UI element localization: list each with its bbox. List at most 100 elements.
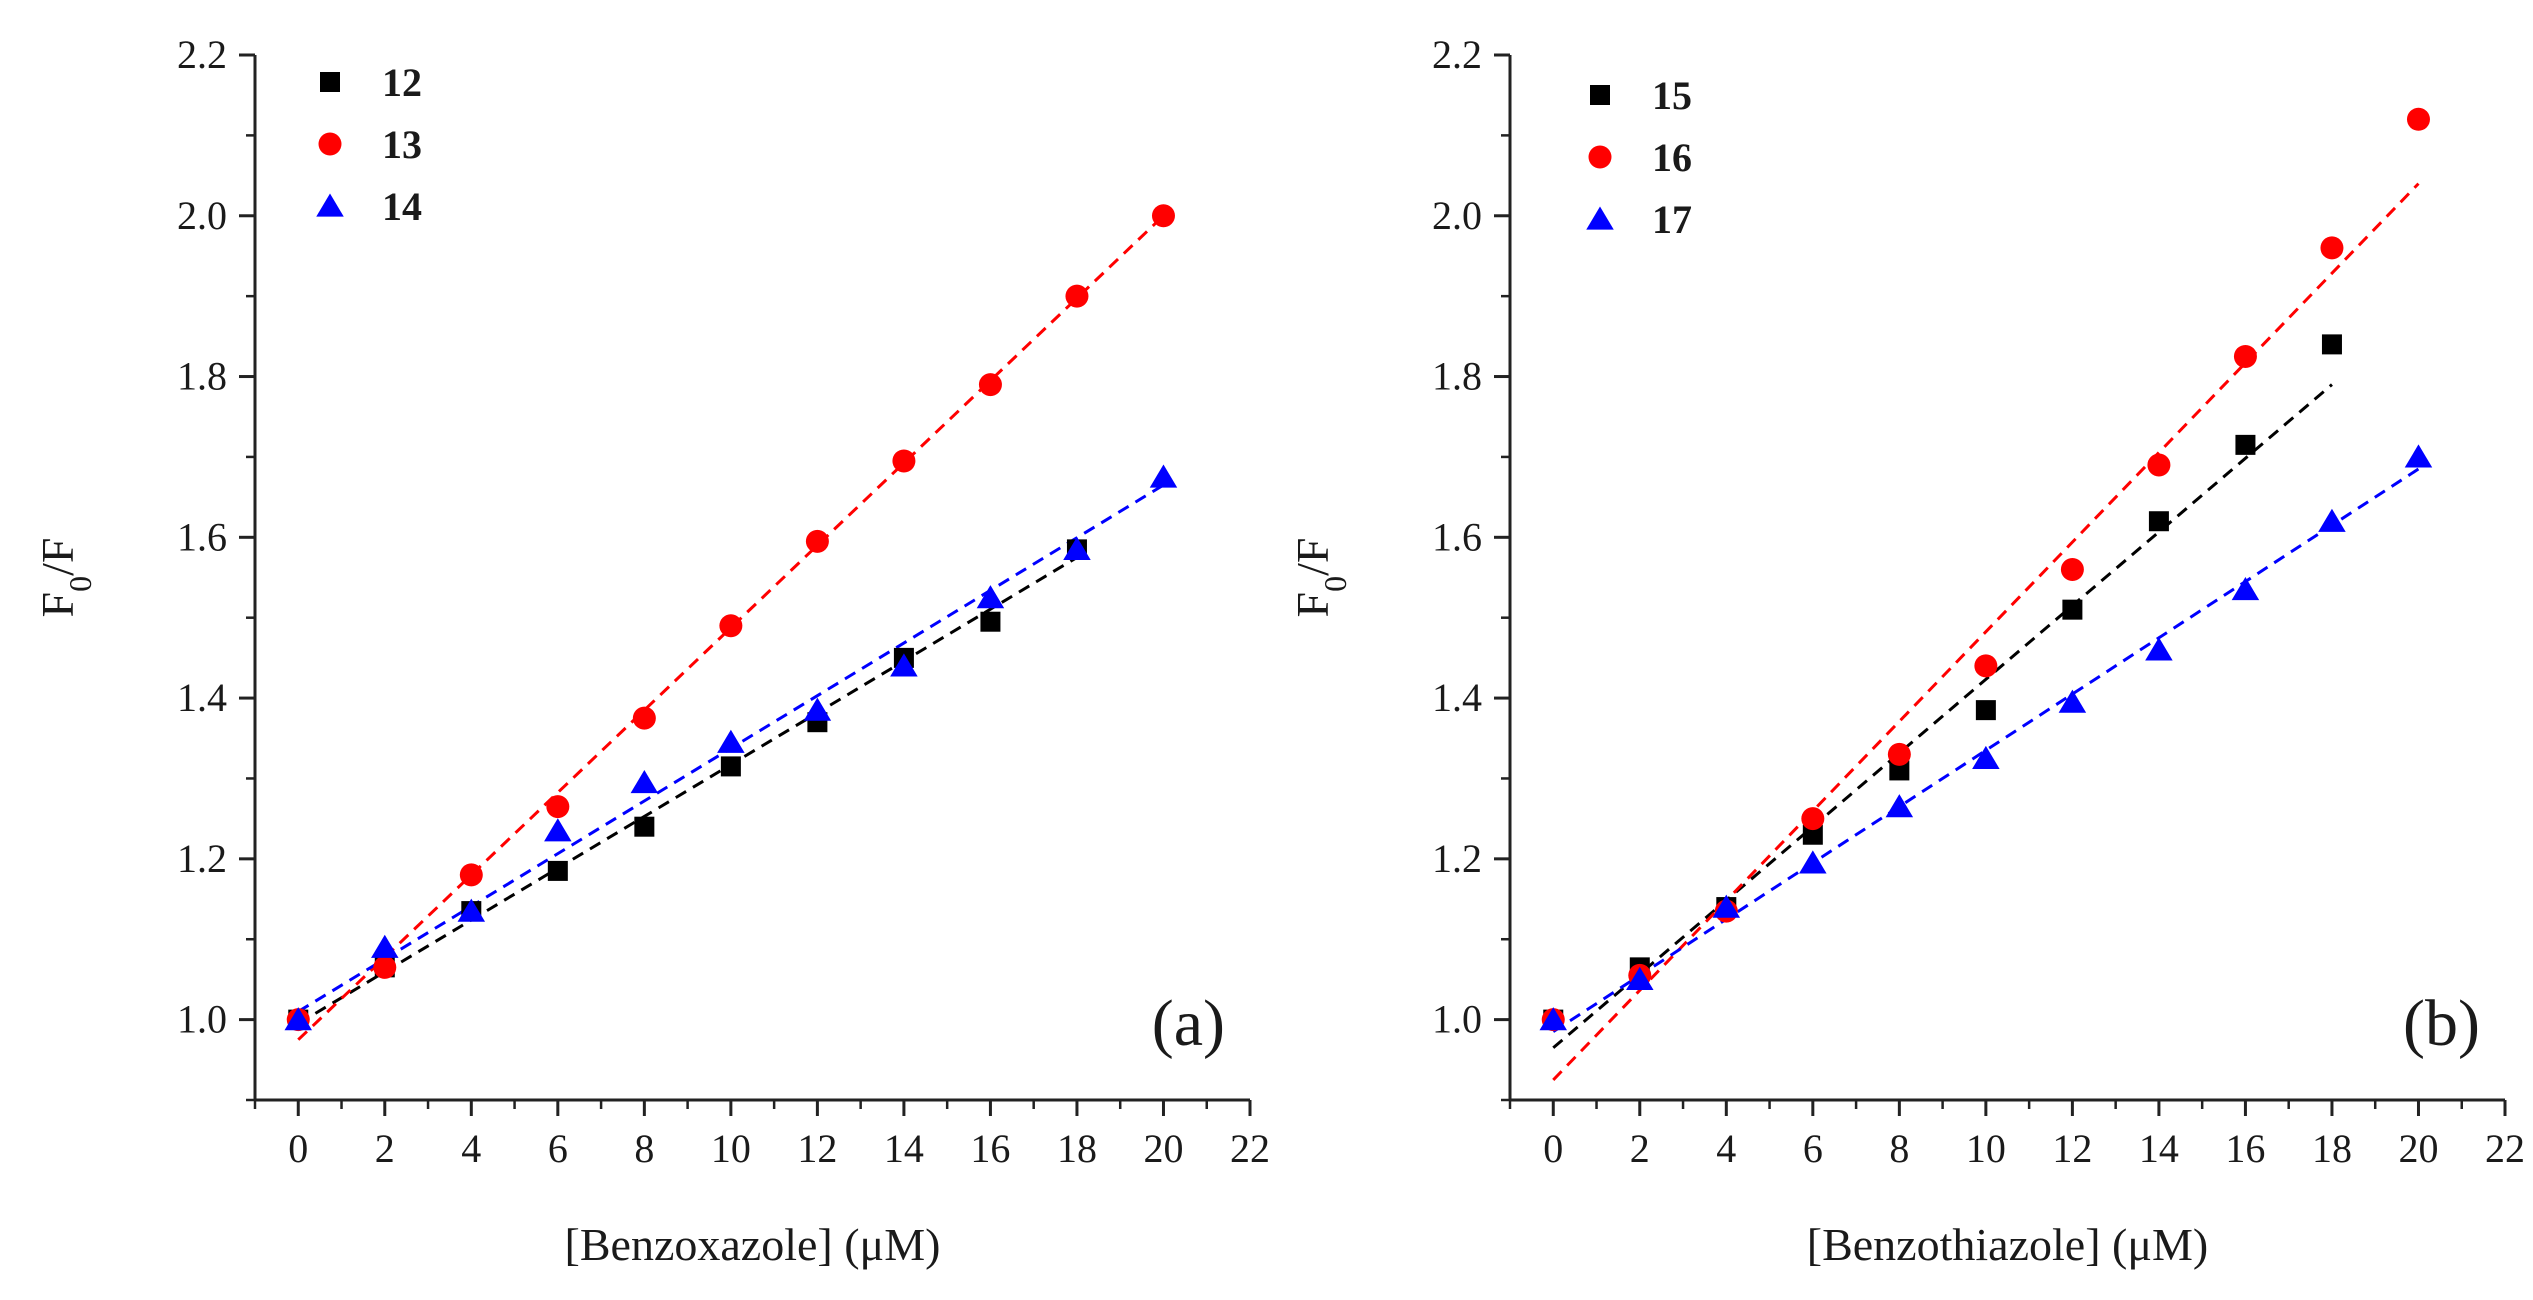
x-tick-label: 14 (884, 1126, 924, 1171)
x-tick-label: 20 (2398, 1126, 2438, 1171)
legend-marker-16 (1588, 145, 1612, 169)
y-axis-title: F0/F (1287, 538, 1353, 618)
data-point-13 (373, 955, 397, 979)
y-axis-title-rest: /F (1287, 538, 1338, 576)
data-point-16 (1801, 807, 1825, 831)
data-point-12 (720, 756, 741, 777)
panel-b: 0 2 4 6 8 10 12 14 16 18 20 22 1.0 1.2 1.4 1.6 1.8 2.0 2.2… (1287, 32, 2525, 1270)
legend-label-17: 17 (1652, 197, 1692, 242)
data-point-15 (2321, 334, 2342, 355)
legend-marker-17 (1586, 206, 1614, 230)
legend-marker-13 (318, 132, 342, 156)
data-point-14 (803, 697, 832, 721)
data-point-17 (2058, 689, 2087, 713)
data-point-17 (1799, 850, 1827, 874)
data-point-13 (892, 449, 916, 473)
y-tick-label: 1.2 (177, 836, 227, 881)
legend-marker-15 (1590, 85, 1610, 105)
y-tick-label: 1.6 (177, 514, 227, 559)
x-tick-label: 6 (1803, 1126, 1823, 1171)
x-axis-title: [Benzoxazole] (μM) (565, 1219, 941, 1270)
data-point-13 (1151, 204, 1175, 228)
y-tick-label: 2.2 (177, 32, 227, 77)
y-axis-title-subscript: 0 (62, 576, 98, 592)
data-point-17 (1712, 894, 1741, 918)
data-point-15 (2148, 511, 2169, 532)
x-tick-label: 18 (1057, 1126, 1097, 1171)
data-point-16 (1887, 742, 1911, 766)
data-point-16 (1974, 654, 1998, 678)
legend-marker-12 (320, 72, 340, 92)
x-axis-title: [Benzothiazole] (μM) (1807, 1219, 2208, 1270)
panel-a: 0 2 4 6 8 10 12 14 16 18 20 22 1.0 1.2 1.4 1.6 1.8 2.0 2.2… (32, 32, 1270, 1270)
legend-label-14: 14 (382, 184, 422, 229)
y-axis-title-subscript: 0 (1317, 576, 1353, 592)
data-point-17 (1539, 1007, 1568, 1031)
x-tick-label: 4 (1716, 1126, 1736, 1171)
x-tick-label: 0 (1543, 1126, 1563, 1171)
data-point-16 (2060, 557, 2084, 581)
x-tick-label: 10 (1966, 1126, 2006, 1171)
y-tick-label: 1.0 (1432, 997, 1482, 1042)
y-tick-label: 1.6 (1432, 514, 1482, 559)
fit-line-16 (1552, 182, 2420, 1081)
x-tick-label: 10 (711, 1126, 751, 1171)
legend-label-16: 16 (1652, 135, 1692, 180)
y-tick-label: 2.0 (1432, 193, 1482, 238)
legend-marker-14 (316, 193, 344, 217)
x-tick-label: 20 (1143, 1126, 1183, 1171)
data-point-16 (2320, 236, 2344, 260)
data-point-13 (719, 614, 743, 638)
data-point-15 (1802, 824, 1823, 845)
data-point-17 (1885, 794, 1914, 818)
data-point-17 (2404, 444, 2433, 468)
data-point-16 (2147, 453, 2171, 477)
y-tick-label: 1.2 (1432, 836, 1482, 881)
x-tick-label: 6 (548, 1126, 568, 1171)
data-point-14 (371, 934, 399, 958)
data-point-13 (1065, 284, 1089, 308)
panel-label: (a) (1152, 987, 1225, 1060)
y-tick-label: 2.0 (177, 193, 227, 238)
data-point-14 (717, 729, 745, 753)
data-point-16 (2406, 107, 2430, 131)
x-tick-label: 0 (288, 1126, 308, 1171)
y-tick-label: 1.0 (177, 997, 227, 1042)
x-tick-label: 8 (634, 1126, 654, 1171)
data-point-15 (1889, 760, 1910, 781)
y-tick-label: 1.8 (1432, 354, 1482, 399)
x-tick-label: 16 (2225, 1126, 2265, 1171)
data-point-14 (890, 653, 918, 677)
y-tick-label: 1.4 (1432, 675, 1482, 720)
x-tick-label: 2 (375, 1126, 395, 1171)
data-point-14 (544, 818, 572, 842)
x-tick-label: 4 (461, 1126, 481, 1171)
data-point-14 (284, 1007, 313, 1031)
x-tick-label: 16 (970, 1126, 1010, 1171)
y-axis-title-base: F (1287, 592, 1338, 618)
y-axis-title-base: F (32, 592, 83, 618)
data-point-16 (2233, 344, 2257, 368)
data-point-17 (2318, 508, 2346, 532)
y-axis-title-rest: /F (32, 538, 83, 576)
y-axis-title: F0/F (32, 538, 98, 618)
x-tick-label: 22 (2485, 1126, 2525, 1171)
y-tick-label: 1.4 (177, 675, 227, 720)
x-tick-label: 18 (2312, 1126, 2352, 1171)
data-point-12 (547, 860, 568, 881)
data-point-17 (2145, 637, 2173, 661)
x-tick-label: 14 (2139, 1126, 2179, 1171)
x-tick-label: 22 (1230, 1126, 1270, 1171)
data-point-12 (980, 611, 1001, 632)
data-point-13 (805, 529, 829, 553)
x-tick-label: 2 (1630, 1126, 1650, 1171)
legend-label-15: 15 (1652, 73, 1692, 118)
y-tick-label: 1.8 (177, 354, 227, 399)
data-point-14 (457, 898, 486, 922)
data-point-15 (1975, 700, 1996, 721)
data-point-13 (546, 795, 570, 819)
x-tick-label: 8 (1889, 1126, 1909, 1171)
data-point-17 (2231, 577, 2260, 601)
